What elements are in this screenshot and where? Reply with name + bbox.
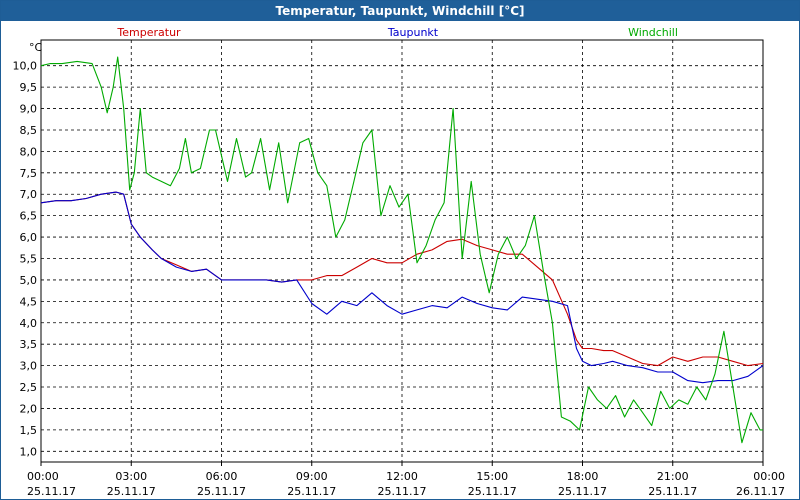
x-tick-date: 25.11.17: [558, 485, 607, 498]
x-tick-time: 21:00: [657, 470, 689, 483]
y-tick-label: 7,5: [20, 167, 38, 180]
legend-temperatur: Temperatur: [116, 26, 181, 39]
series-line-windchill: [40, 56, 763, 444]
y-tick-label: 2,5: [20, 381, 38, 394]
x-axis: 00:00 25.11.17 03:00 25.11.17 06:00 25.11.17 0…: [27, 462, 785, 498]
legend: Temperatur Taupunkt Windchill: [116, 26, 678, 39]
y-tick-label: 2,0: [20, 402, 38, 415]
y-tick-label: 9,5: [20, 81, 38, 94]
x-tick-date: 25.11.17: [468, 485, 517, 498]
y-tick-label: 8,0: [20, 145, 38, 158]
x-tick-date: 25.11.17: [648, 485, 697, 498]
x-tick-date: 25.11.17: [287, 485, 336, 498]
y-tick-label: 9,0: [20, 103, 38, 116]
x-tick-time: 12:00: [386, 470, 418, 483]
grid: [41, 40, 763, 462]
y-tick-label: 1,5: [20, 424, 38, 437]
x-tick-time: 15:00: [476, 470, 508, 483]
legend-taupunkt: Taupunkt: [387, 26, 439, 39]
series-lines: [40, 56, 764, 444]
x-tick-time: 18:00: [567, 470, 599, 483]
y-tick-label: 3,5: [20, 338, 38, 351]
x-tick-time: 00:00: [27, 470, 59, 483]
x-tick-date: 25.11.17: [107, 485, 156, 498]
y-axis-label: °C: [29, 41, 43, 54]
x-tick-time: 00:00: [753, 470, 785, 483]
y-tick-label: 1,0: [20, 445, 38, 458]
x-tick-time: 09:00: [296, 470, 328, 483]
y-tick-label: 4,5: [20, 295, 38, 308]
x-tick-date: 25.11.17: [197, 485, 246, 498]
legend-windchill: Windchill: [628, 26, 678, 39]
series-line-temperatur: [40, 191, 764, 367]
x-tick-time: 06:00: [206, 470, 238, 483]
x-tick-date: 26.11.17: [736, 485, 785, 498]
y-tick-label: 4,0: [20, 317, 38, 330]
x-tick-time: 03:00: [115, 470, 147, 483]
y-tick-label: 10,0: [13, 60, 38, 73]
y-tick-label: 3,0: [20, 360, 38, 373]
y-axis: 1,0 1,5 2,0 2,5 3,0 3,5 4,0 4,5 5,0 5,5 6,0 6,5 7,0 7…: [13, 60, 38, 459]
chart-title: Temperatur, Taupunkt, Windchill [°C]: [1, 1, 799, 21]
y-tick-label: 8,5: [20, 124, 38, 137]
series-line-taupunkt: [40, 191, 764, 384]
y-tick-label: 6,5: [20, 210, 38, 223]
y-tick-label: 5,0: [20, 274, 38, 287]
y-tick-label: 6,0: [20, 231, 38, 244]
x-tick-date: 25.11.17: [378, 485, 427, 498]
y-tick-label: 5,5: [20, 252, 38, 265]
y-tick-label: 7,0: [20, 188, 38, 201]
x-tick-date: 25.11.17: [27, 485, 76, 498]
